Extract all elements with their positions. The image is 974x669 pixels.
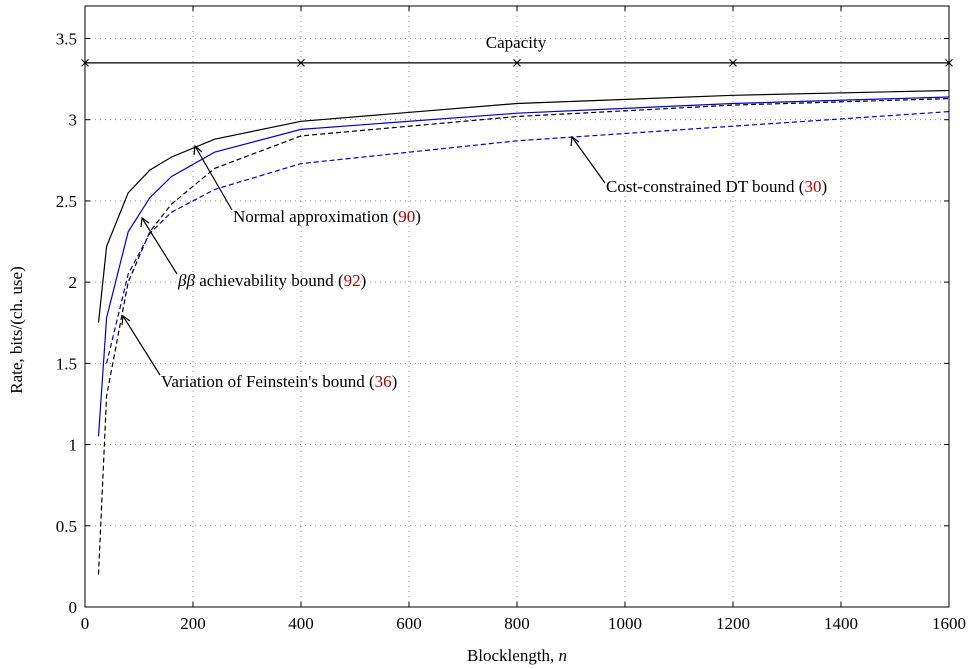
y-axis-label: Rate, bits/(ch. use): [7, 266, 26, 393]
series-line: [106, 111, 950, 364]
arrowhead-feinstein: [121, 314, 131, 326]
arrow-feinstein: [122, 315, 161, 376]
capacity-marker: [729, 58, 737, 67]
x-tick-label: 600: [396, 614, 422, 633]
annotation-dt-bound: Cost-constrained DT bound (30): [606, 177, 827, 196]
arrow-bb-achievability: [141, 217, 178, 275]
x-tick-label: 400: [288, 614, 314, 633]
annotation-normal-approximation: Normal approximation (90): [233, 207, 421, 226]
x-tick-label: 1600: [932, 614, 966, 633]
y-tick-label: 0: [69, 598, 78, 617]
arrowhead-dt-bound: [570, 135, 580, 147]
series-line: [97, 89, 950, 323]
capacity-marker: [297, 58, 305, 67]
arrow-dt-bound: [571, 136, 606, 184]
annotation-bb-achievability: ββ achievability bound (92): [177, 271, 366, 290]
x-tick-label: 800: [504, 614, 530, 633]
x-tick-label: 1200: [716, 614, 750, 633]
annotation-arrowheads: [121, 135, 580, 326]
arrowhead-bb-achievability: [140, 216, 150, 228]
arrowhead-normal-approx: [193, 144, 203, 156]
x-tick-label: 200: [180, 614, 206, 633]
x-tick-label: 1000: [608, 614, 642, 633]
y-tick-label: 1.5: [56, 354, 77, 373]
x-axis-label: Blocklength, n: [467, 646, 567, 665]
capacity-marker: [513, 58, 521, 67]
y-tick-label: 2.5: [56, 192, 77, 211]
y-axis-ticks: 0 0.5 1 1.5 2 2.5 3 3.5: [56, 29, 949, 617]
x-tick-label: 0: [81, 614, 90, 633]
y-tick-label: 0.5: [56, 517, 77, 536]
series-line: [97, 98, 950, 575]
annotation-arrows: [122, 136, 606, 376]
series-layer: [85, 62, 950, 575]
annotation-feinstein: Variation of Feinstein's bound (36): [161, 372, 397, 391]
grid: [85, 6, 949, 607]
arrow-normal-approx: [194, 145, 233, 211]
annotation-capacity: Capacity: [486, 33, 547, 52]
y-tick-label: 3: [69, 111, 78, 130]
series-line: [97, 96, 950, 437]
y-tick-label: 3.5: [56, 29, 77, 48]
x-axis-ticks: 0 200 400 600 800 1000 1200 1400 1600: [81, 6, 966, 633]
y-tick-label: 1: [69, 436, 78, 455]
y-tick-label: 2: [69, 273, 78, 292]
x-tick-label: 1400: [824, 614, 858, 633]
